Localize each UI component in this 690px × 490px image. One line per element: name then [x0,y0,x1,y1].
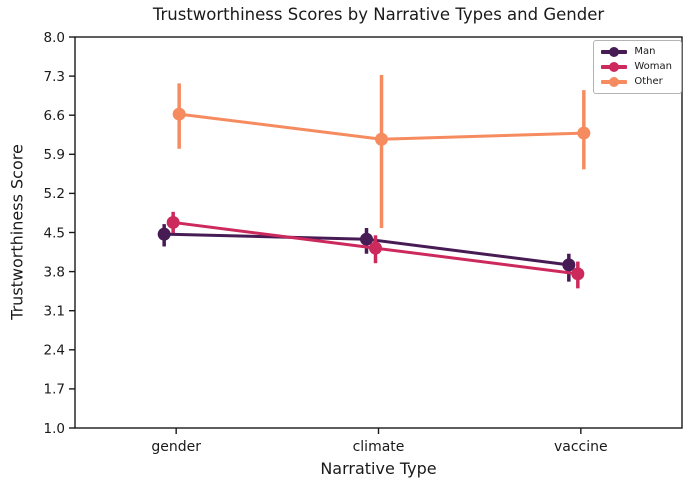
y-tick-label: 3.8 [44,264,65,280]
y-tick-label: 2.4 [44,343,65,359]
data-point-marker [375,132,388,146]
y-tick-label: 4.5 [44,225,65,241]
x-tick-label: vaccine [554,439,608,455]
x-axis: gender climate vaccine [151,428,608,455]
data-point-marker [562,258,576,272]
y-tick-label: 3.1 [44,304,65,320]
y-axis: 8.0 7.3 6.6 5.9 5.2 4.5 3.8 3.1 2.4 1.7 1.0 [44,30,75,437]
man-series-marker-icon [601,46,628,58]
legend-item-man: Man [601,46,672,58]
y-tick-label: 1.0 [44,421,65,437]
data-point-marker [577,126,591,140]
data-point-marker [166,215,180,229]
chart-title: Trustworthiness Scores by Narrative Type… [152,5,605,24]
series-woman [166,211,585,289]
x-tick-label: climate [353,439,405,455]
data-point-marker [571,267,585,281]
legend: Man Woman Other [593,40,682,94]
y-tick-label: 7.3 [44,69,65,85]
y-tick-label: 1.7 [44,382,65,398]
series-man [157,224,576,282]
other-series-marker-icon [601,76,628,88]
legend-item-other: Other [601,76,672,88]
x-axis-label: Narrative Type [320,459,437,478]
y-tick-label: 6.6 [44,108,65,124]
data-point-marker [172,107,186,121]
legend-item-woman: Woman [601,61,672,73]
data-point-marker [157,227,171,241]
legend-label-other: Other [634,76,663,87]
data-point-marker [360,232,373,246]
y-tick-label: 5.9 [44,147,65,163]
legend-label-woman: Woman [634,61,672,72]
y-tick-label: 8.0 [44,30,65,46]
series-other [172,74,591,229]
data-point-marker [369,241,382,255]
legend-label-man: Man [634,46,656,57]
y-tick-label: 5.2 [44,186,65,202]
x-tick-label: gender [151,439,201,455]
woman-series-marker-icon [601,61,628,73]
